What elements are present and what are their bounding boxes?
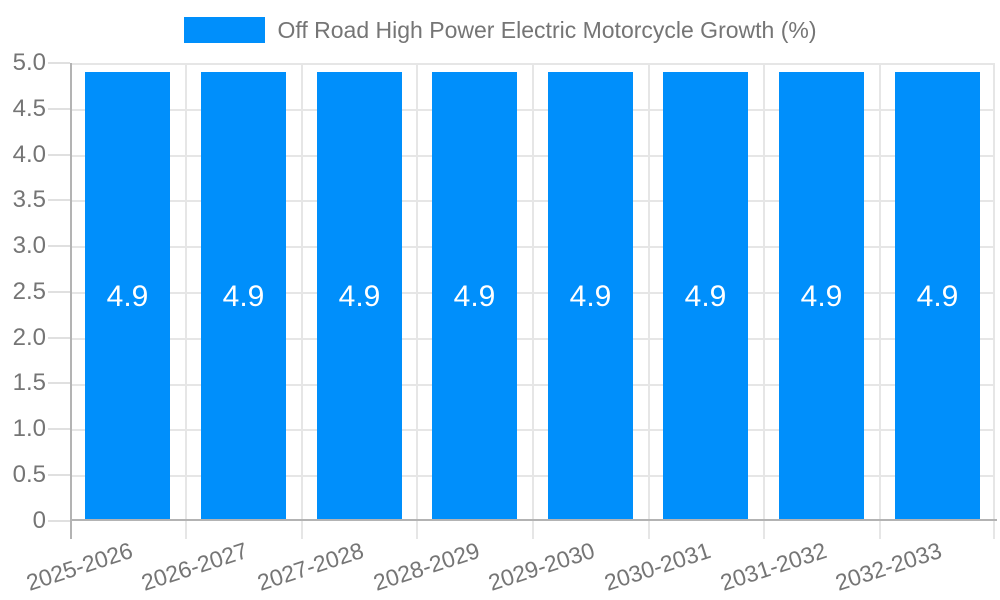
y-axis-label: 1.0 <box>12 415 46 442</box>
y-axis-label: 4.5 <box>12 95 46 122</box>
y-tick-mark <box>48 62 70 64</box>
bar-value-label: 4.9 <box>106 279 149 313</box>
x-axis-line <box>70 519 997 521</box>
chart-legend: Off Road High Power Electric Motorcycle … <box>0 17 1000 43</box>
plot-area: 4.9 4.9 4.9 4.9 4.9 4.9 4.9 4.9 <box>70 63 997 539</box>
y-axis-label: 2.5 <box>12 278 46 305</box>
bar-value-label: 4.9 <box>222 279 265 313</box>
bar-2029-2030: 4.9 <box>548 72 633 521</box>
bar-2025-2026: 4.9 <box>85 72 170 521</box>
y-tick-mark <box>48 382 70 384</box>
bar-2028-2029: 4.9 <box>432 72 517 521</box>
v-gridline <box>532 63 534 539</box>
y-axis-label: 3.0 <box>12 232 46 259</box>
bar-value-label: 4.9 <box>453 279 496 313</box>
bar-2027-2028: 4.9 <box>317 72 402 521</box>
y-tick-mark <box>48 199 70 201</box>
legend-series-label[interactable]: Off Road High Power Electric Motorcycle … <box>277 17 817 43</box>
v-gridline <box>648 63 650 539</box>
y-tick-mark <box>48 245 70 247</box>
y-axis-label: 4.0 <box>12 141 46 168</box>
v-gridline <box>416 63 418 539</box>
v-gridline <box>763 63 765 539</box>
bar-value-label: 4.9 <box>338 279 381 313</box>
y-axis-label: 0 <box>32 507 46 534</box>
v-gridline <box>993 63 995 539</box>
v-gridline <box>301 63 303 539</box>
y-tick-mark <box>48 291 70 293</box>
y-axis-label: 0.5 <box>12 461 46 488</box>
y-tick-mark <box>48 337 70 339</box>
bar-value-label: 4.9 <box>916 279 959 313</box>
bar-2030-2031: 4.9 <box>663 72 748 521</box>
v-gridline <box>879 63 881 539</box>
y-tick-mark <box>48 154 70 156</box>
y-axis-line <box>70 63 72 539</box>
bar-value-label: 4.9 <box>800 279 843 313</box>
y-tick-mark <box>48 108 70 110</box>
bar-2032-2033: 4.9 <box>895 72 980 521</box>
y-axis-label: 2.0 <box>12 324 46 351</box>
legend-swatch[interactable] <box>183 17 265 43</box>
bar-2026-2027: 4.9 <box>201 72 286 521</box>
v-gridline <box>185 63 187 539</box>
y-tick-mark <box>48 428 70 430</box>
y-axis-label: 5.0 <box>12 49 46 76</box>
y-tick-mark <box>48 520 70 522</box>
bar-value-label: 4.9 <box>684 279 727 313</box>
bar-value-label: 4.9 <box>569 279 612 313</box>
bar-2031-2032: 4.9 <box>779 72 864 521</box>
y-axis-label: 1.5 <box>12 369 46 396</box>
y-axis-label: 3.5 <box>12 186 46 213</box>
y-tick-mark <box>48 474 70 476</box>
